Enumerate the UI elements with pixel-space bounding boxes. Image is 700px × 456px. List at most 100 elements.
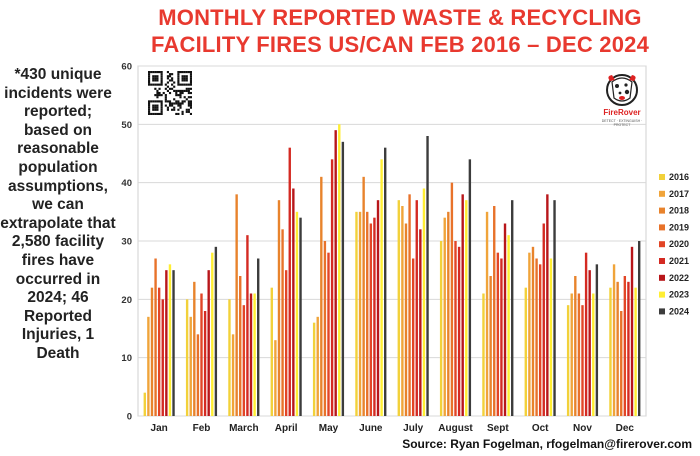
qr-code-icon [148,71,192,115]
bar-2017-jan [147,316,150,416]
bar-2023-sept [507,235,510,416]
bar-2022-august [461,194,464,416]
legend-label: 2017 [669,189,689,199]
bar-2016-march [228,299,231,416]
bar-2024-june [384,147,387,417]
bar-2016-oct [524,287,527,416]
bar-2019-dec [620,311,623,416]
bar-2016-jan [143,392,146,416]
bar-2018-dec [616,281,619,416]
x-tick-label: Dec [616,423,635,434]
y-tick-label: 20 [121,295,132,306]
bar-2016-july [397,200,400,416]
bar-2019-sept [493,206,496,416]
y-tick-label: 0 [127,412,132,423]
legend-label: 2016 [669,172,689,182]
bar-2020-sept [496,252,500,416]
bar-2024-jan [172,270,175,416]
x-tick-label: April [275,423,298,434]
bar-2023-nov [592,293,595,416]
y-tick-label: 30 [121,237,132,248]
legend-swatch [659,207,665,214]
x-tick-label: Oct [532,423,549,434]
bar-2016-nov [566,305,570,416]
legend-swatch [659,274,665,281]
y-tick-label: 40 [121,178,132,189]
bar-2018-august [447,211,450,416]
bar-2024-oct [553,200,556,416]
incident-note: *430 unique incidents were reported; bas… [0,66,116,362]
bar-2022-nov [588,270,591,416]
bar-2018-may [320,176,323,416]
legend-swatch [659,241,665,248]
bar-2021-oct [542,223,545,416]
bar-2017-nov [570,293,573,416]
bar-2022-july [419,229,422,416]
bar-2022-march [249,293,253,416]
bar-2019-jan [154,258,157,416]
legend-label: 2020 [669,239,689,249]
bar-2022-may [334,130,337,417]
bar-2019-july [408,194,411,416]
bar-2021-march [246,235,249,416]
y-tick-label: 60 [121,62,132,73]
bar-2022-feb [207,270,210,416]
bar-2023-jan [168,264,172,416]
firerover-logo: FireRover DETECT · EXTINGUISH · PROTECT [598,72,646,128]
bar-2021-dec [627,281,630,416]
chart-title: MONTHLY REPORTED WASTE & RECYCLING FACIL… [150,5,650,57]
legend-swatch [659,190,665,197]
bar-2021-nov [584,252,588,416]
bar-2018-nov [574,276,577,416]
bar-2023-july [422,188,426,416]
bar-2017-july [401,206,404,416]
bar-2020-june [369,223,373,416]
bar-2017-sept [485,211,489,416]
bar-2018-july [404,223,408,416]
bar-2021-august [457,246,461,416]
bar-2023-april [295,211,299,416]
bar-2017-june [358,211,362,416]
bar-2018-jan [150,287,154,416]
legend-swatch [659,174,665,180]
bar-2020-feb [200,293,203,416]
bar-2016-may [312,322,316,416]
bar-2024-july [426,136,429,416]
bar-2019-feb [196,334,200,416]
x-tick-label: August [438,423,473,434]
bar-2023-march [253,293,256,416]
bar-2019-august [450,182,454,416]
bar-2022-jan [165,270,168,416]
bar-2020-jan [157,287,161,416]
legend-label: 2018 [669,206,689,216]
legend-swatch [659,308,665,315]
bar-2021-sept [500,258,503,416]
bar-2019-oct [535,258,538,416]
bar-2024-dec [638,241,641,416]
bar-2018-june [362,176,365,416]
bar-2019-nov [577,293,581,416]
bar-2017-march [231,334,235,416]
bar-2018-feb [193,281,196,416]
legend-label: 2019 [669,222,689,232]
x-tick-label: Nov [573,423,592,434]
bar-2019-march [239,276,242,416]
bar-2016-sept [482,293,485,416]
bar-2022-june [376,200,380,416]
bar-2020-march [242,305,246,416]
bar-2021-april [288,147,291,417]
x-tick-label: Feb [193,423,211,434]
logo-tagline: DETECT · EXTINGUISH · PROTECT [601,119,643,127]
legend-label: 2022 [669,273,689,283]
bar-2016-dec [609,287,612,416]
bar-2023-june [380,159,383,416]
bar-2020-may [327,252,330,416]
bar-2021-june [373,217,376,416]
bar-2024-march [257,258,260,416]
x-tick-label: March [229,423,258,434]
bar-2023-may [338,124,341,416]
bar-2021-jan [161,299,164,416]
legend-swatch [659,258,665,264]
bar-2017-april [274,340,277,416]
